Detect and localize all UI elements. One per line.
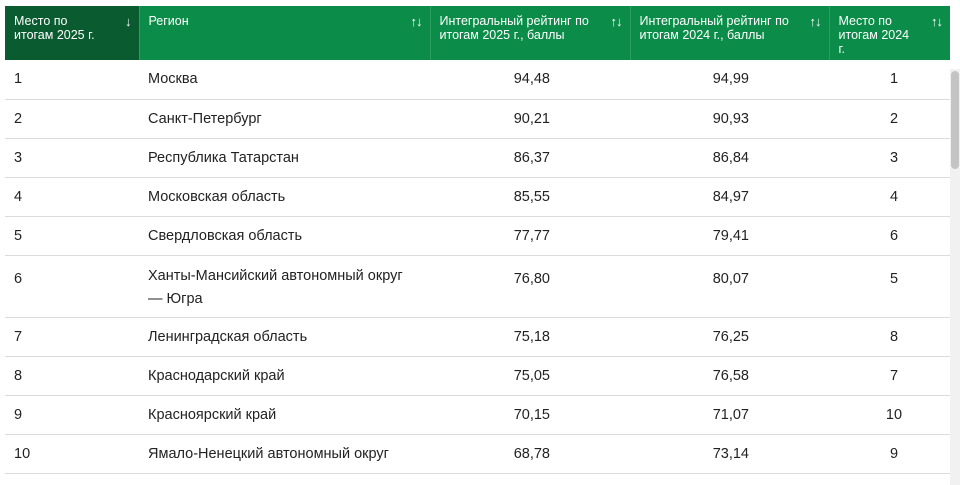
cell-region: Свердловская область xyxy=(139,216,430,256)
table-row: 2 Санкт-Петербург 90,21 90,93 2 xyxy=(5,99,950,139)
rating-table-container: Место по итогам 2025 г. ↓ Регион ↑↓ Инте… xyxy=(5,6,950,474)
cell-place-2025: 2 xyxy=(5,99,139,139)
cell-place-2025: 5 xyxy=(5,216,139,256)
cell-score-2024: 80,07 xyxy=(630,255,829,318)
header-place-2024[interactable]: Место по итогам 2024 г. ↑↓ xyxy=(829,6,950,60)
cell-score-2024: 86,84 xyxy=(630,138,829,178)
cell-region: Ханты-Мансийский автономный округ — Югра xyxy=(139,255,430,318)
vertical-scrollbar[interactable] xyxy=(950,69,960,485)
cell-score-2025: 76,80 xyxy=(430,255,630,318)
sort-icon[interactable]: ↑↓ xyxy=(610,14,623,29)
cell-place-2024: 7 xyxy=(829,356,950,396)
cell-region: Краснодарский край xyxy=(139,356,430,396)
sort-down-icon[interactable]: ↓ xyxy=(125,14,131,29)
table-header-row: Место по итогам 2025 г. ↓ Регион ↑↓ Инте… xyxy=(5,6,950,60)
cell-place-2025: 4 xyxy=(5,177,139,217)
scrollbar-thumb[interactable] xyxy=(951,71,959,169)
cell-region: Санкт-Петербург xyxy=(139,99,430,139)
cell-score-2025: 85,55 xyxy=(430,177,630,217)
table-row: 4 Московская область 85,55 84,97 4 xyxy=(5,177,950,217)
header-label: Интегральный рейтинг по итогам 2024 г., … xyxy=(639,14,789,42)
cell-score-2025: 70,15 xyxy=(430,395,630,435)
cell-place-2024: 2 xyxy=(829,99,950,139)
cell-score-2025: 94,48 xyxy=(430,60,630,100)
cell-score-2025: 75,05 xyxy=(430,356,630,396)
table-row: 3 Республика Татарстан 86,37 86,84 3 xyxy=(5,138,950,178)
cell-score-2024: 84,97 xyxy=(630,177,829,217)
cell-score-2024: 71,07 xyxy=(630,395,829,435)
table-row: 5 Свердловская область 77,77 79,41 6 xyxy=(5,216,950,256)
cell-score-2024: 79,41 xyxy=(630,216,829,256)
cell-score-2024: 76,58 xyxy=(630,356,829,396)
cell-place-2025: 9 xyxy=(5,395,139,435)
cell-score-2025: 90,21 xyxy=(430,99,630,139)
cell-place-2025: 10 xyxy=(5,434,139,474)
rating-table: Место по итогам 2025 г. ↓ Регион ↑↓ Инте… xyxy=(5,6,950,474)
table-row: 6 Ханты-Мансийский автономный округ — Юг… xyxy=(5,255,950,318)
header-label: Место по итогам 2024 г. xyxy=(838,14,910,56)
cell-region: Республика Татарстан xyxy=(139,138,430,178)
cell-score-2025: 75,18 xyxy=(430,317,630,357)
cell-place-2024: 6 xyxy=(829,216,950,256)
cell-place-2025: 8 xyxy=(5,356,139,396)
cell-region: Ленинградская область xyxy=(139,317,430,357)
cell-place-2024: 9 xyxy=(829,434,950,474)
cell-place-2024: 1 xyxy=(829,60,950,100)
sort-icon[interactable]: ↑↓ xyxy=(410,14,423,29)
cell-place-2025: 3 xyxy=(5,138,139,178)
cell-place-2025: 7 xyxy=(5,317,139,357)
sort-icon[interactable]: ↑↓ xyxy=(931,14,943,29)
header-place-2025[interactable]: Место по итогам 2025 г. ↓ xyxy=(5,6,140,60)
cell-place-2024: 3 xyxy=(829,138,950,178)
cell-score-2025: 77,77 xyxy=(430,216,630,256)
table-row: 7 Ленинградская область 75,18 76,25 8 xyxy=(5,317,950,357)
header-label: Регион xyxy=(148,14,189,28)
cell-region: Красноярский край xyxy=(139,395,430,435)
table-row: 9 Красноярский край 70,15 71,07 10 xyxy=(5,395,950,435)
header-label: Интегральный рейтинг по итогам 2025 г., … xyxy=(439,14,589,42)
table-row: 10 Ямало-Ненецкий автономный округ 68,78… xyxy=(5,434,950,474)
cell-score-2024: 90,93 xyxy=(630,99,829,139)
cell-region: Ямало-Ненецкий автономный округ xyxy=(139,434,430,474)
cell-place-2024: 5 xyxy=(829,255,950,318)
table-row: 8 Краснодарский край 75,05 76,58 7 xyxy=(5,356,950,396)
cell-place-2025: 6 xyxy=(5,255,139,318)
cell-place-2024: 4 xyxy=(829,177,950,217)
cell-place-2024: 10 xyxy=(829,395,950,435)
cell-score-2024: 94,99 xyxy=(630,60,829,100)
table-row: 1 Москва 94,48 94,99 1 xyxy=(5,60,950,100)
cell-score-2025: 86,37 xyxy=(430,138,630,178)
cell-place-2025: 1 xyxy=(5,60,139,100)
cell-score-2024: 73,14 xyxy=(630,434,829,474)
header-score-2024[interactable]: Интегральный рейтинг по итогам 2024 г., … xyxy=(630,6,830,60)
cell-region: Московская область xyxy=(139,177,430,217)
sort-icon[interactable]: ↑↓ xyxy=(809,14,822,29)
cell-place-2024: 8 xyxy=(829,317,950,357)
header-score-2025[interactable]: Интегральный рейтинг по итогам 2025 г., … xyxy=(430,6,631,60)
header-label: Место по итогам 2025 г. xyxy=(14,14,95,42)
cell-score-2024: 76,25 xyxy=(630,317,829,357)
header-region[interactable]: Регион ↑↓ xyxy=(139,6,431,60)
cell-region: Москва xyxy=(139,60,430,100)
cell-score-2025: 68,78 xyxy=(430,434,630,474)
